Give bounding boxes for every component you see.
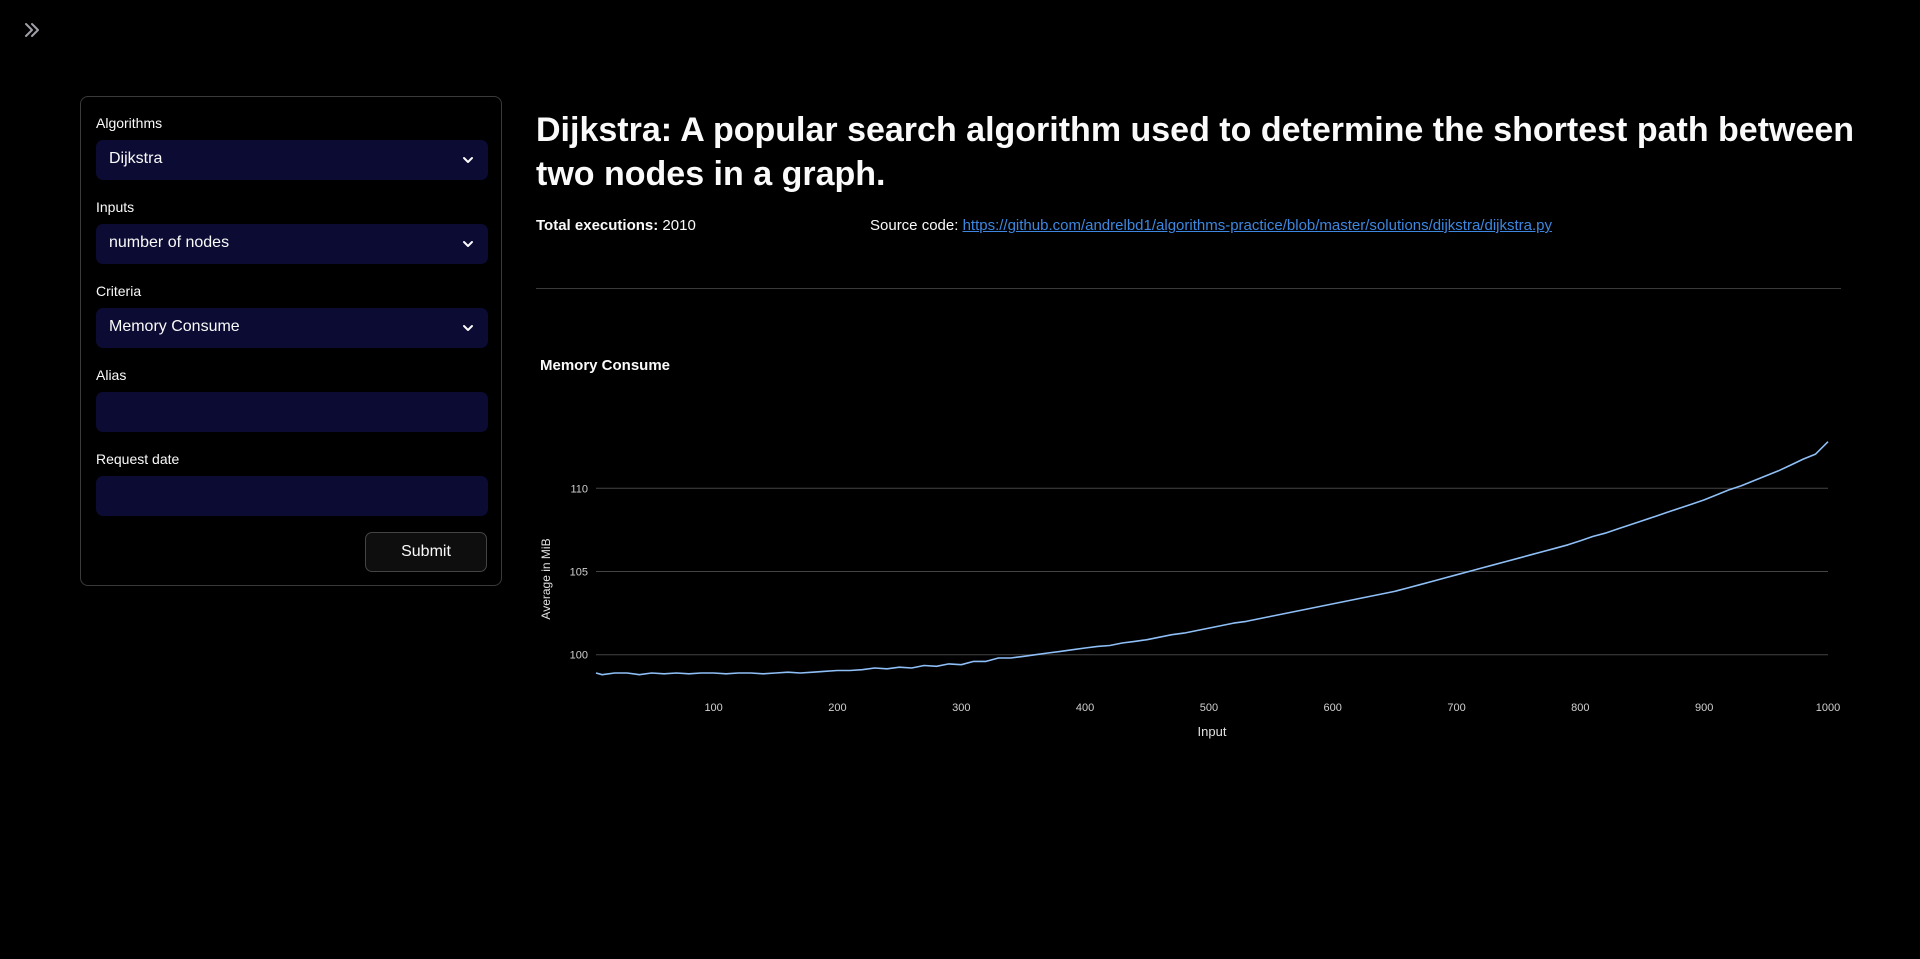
algorithms-select[interactable]: Dijkstra — [96, 140, 488, 180]
inputs-select[interactable]: number of nodes — [96, 224, 488, 264]
inputs-label: Inputs — [96, 199, 135, 215]
alias-label: Alias — [96, 367, 127, 383]
criteria-label: Criteria — [96, 283, 142, 299]
request-date-input[interactable] — [96, 476, 488, 516]
y-tick-label: 100 — [570, 650, 588, 662]
x-tick-label: 700 — [1447, 702, 1465, 714]
series-line — [595, 441, 1829, 676]
x-tick-label: 600 — [1324, 702, 1342, 714]
x-tick-label: 900 — [1695, 702, 1713, 714]
total-executions-value: 2010 — [662, 217, 696, 234]
memory-chart: 100 105 110 100 200 300 400 500 600 700 800 900 1000… — [539, 441, 1840, 739]
algorithms-select-value: Dijkstra — [109, 150, 163, 167]
source-code: Source code: https://github.com/andrelbd… — [870, 217, 1552, 234]
expand-sidebar-button[interactable] — [22, 20, 42, 40]
chevron-down-icon — [463, 157, 473, 163]
alias-input[interactable] — [96, 392, 488, 432]
total-executions-label: Total executions: — [536, 217, 659, 234]
y-tick-label: 105 — [570, 566, 588, 578]
x-tick-label: 200 — [828, 702, 846, 714]
x-axis-label: Input — [1198, 724, 1227, 739]
chevron-down-icon — [463, 241, 473, 247]
page-title: Dijkstra: A popular search algorithm use… — [536, 111, 1855, 193]
double-chevron-right-icon — [25, 23, 39, 37]
criteria-select-value: Memory Consume — [109, 318, 240, 335]
algorithms-label: Algorithms — [96, 115, 163, 131]
source-code-link[interactable]: https://github.com/andrelbd1/algorithms-… — [962, 217, 1553, 234]
x-tick-label: 300 — [952, 702, 970, 714]
x-tick-label: 400 — [1076, 702, 1094, 714]
criteria-select[interactable]: Memory Consume — [96, 308, 488, 348]
request-date-label: Request date — [96, 451, 180, 467]
x-tick-label: 500 — [1200, 702, 1218, 714]
y-axis-label: Average in MiB — [539, 538, 553, 619]
chevron-down-icon — [463, 325, 473, 331]
source-code-label: Source code: — [870, 217, 959, 234]
divider — [536, 288, 1841, 289]
y-tick-label: 110 — [570, 483, 588, 495]
submit-button[interactable]: Submit — [365, 532, 487, 572]
chart-title: Memory Consume — [540, 357, 671, 374]
inputs-select-value: number of nodes — [109, 234, 230, 251]
total-executions: Total executions: 2010 — [536, 217, 696, 234]
query-form: Algorithms Dijkstra Inputs number of nod… — [80, 96, 502, 586]
x-tick-label: 100 — [704, 702, 722, 714]
x-tick-label: 1000 — [1816, 702, 1840, 714]
x-tick-label: 800 — [1571, 702, 1589, 714]
